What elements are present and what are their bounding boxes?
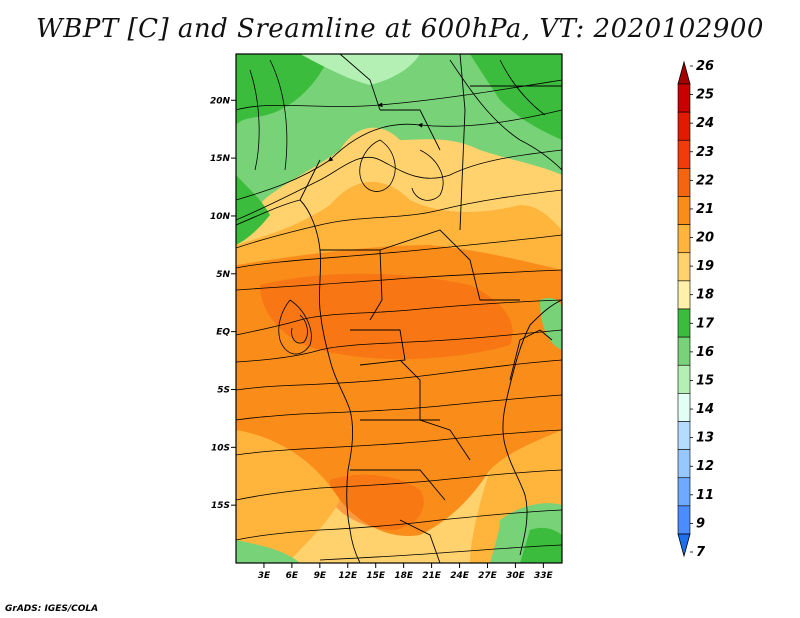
colorbar-label: 9: [696, 516, 705, 531]
lat-tick-label: 10S: [211, 443, 230, 453]
colorbar-segment: [677, 449, 691, 479]
lon-tick-label: 24E: [450, 571, 470, 581]
colorbar: 26 25 24 23 22 21 20 19 18 17 16 15 14 13 12 11 9 7: [677, 59, 715, 560]
wbpt-field: [236, 54, 562, 563]
longitude-axis: 3E 6E 9E 12E 15E 18E 21E 24E 27E 30E 33E: [258, 563, 554, 581]
colorbar-label: 25: [696, 88, 714, 103]
colorbar-segment: [677, 224, 691, 254]
lon-tick-label: 6E: [286, 571, 299, 581]
latitude-axis: 20N 15N 10N 5N EQ 5S 10S 15S: [210, 96, 236, 511]
lon-tick-label: 9E: [314, 571, 327, 581]
lon-tick-label: 3E: [258, 571, 271, 581]
country-borders: [236, 54, 562, 563]
colorbar-label: 23: [696, 145, 714, 160]
lat-tick-label: 15N: [210, 154, 231, 164]
colorbar-label: 24: [696, 116, 714, 131]
lat-tick-label: 20N: [210, 96, 231, 106]
colorbar-label: 21: [696, 202, 714, 217]
colorbar-segment: [677, 336, 691, 366]
colorbar-top-arrow: [677, 60, 691, 85]
colorbar-segment: [677, 364, 691, 394]
lon-tick-label: 21E: [422, 571, 442, 581]
colorbar-segment: [677, 308, 691, 338]
colorbar-segment: [677, 168, 691, 197]
lon-tick-label: 33E: [534, 571, 554, 581]
lon-tick-label: 30E: [506, 571, 526, 581]
lon-tick-label: 27E: [478, 571, 498, 581]
colorbar-label: 22: [696, 173, 714, 188]
lat-tick-label: 10N: [210, 212, 231, 222]
lon-tick-label: 18E: [394, 571, 414, 581]
lon-tick-label: 15E: [366, 571, 386, 581]
colorbar-segment: [677, 280, 691, 310]
colorbar-label: 16: [696, 345, 714, 360]
lat-tick-label: EQ: [216, 328, 230, 338]
colorbar-segment: [677, 196, 691, 225]
colorbar-label: 20: [696, 231, 714, 246]
lat-tick-label: 15S: [211, 501, 230, 511]
grads-credit: GrADS: IGES/COLA: [5, 604, 99, 614]
colorbar-label: 7: [696, 545, 706, 560]
colorbar-segment: [677, 83, 691, 113]
lat-tick-label: 5N: [216, 270, 230, 280]
colorbar-label: 13: [696, 431, 714, 446]
colorbar-bottom-arrow: [677, 533, 691, 558]
colorbar-label: 18: [696, 288, 714, 303]
colorbar-segment: [677, 421, 691, 450]
colorbar-segment: [677, 477, 691, 507]
colorbar-label: 17: [696, 316, 715, 331]
colorbar-label: 12: [696, 459, 714, 474]
colorbar-label: 14: [696, 402, 714, 417]
colorbar-segment: [677, 505, 691, 535]
colorbar-label: 19: [696, 259, 714, 274]
colorbar-segment: [677, 111, 691, 141]
colorbar-label: 26: [696, 59, 714, 74]
streamlines: [236, 59, 562, 561]
plot-frame: [235, 53, 563, 564]
lat-tick-label: 5S: [217, 385, 230, 395]
lon-tick-label: 12E: [338, 571, 358, 581]
colorbar-segment: [677, 252, 691, 282]
colorbar-label: 15: [696, 373, 714, 388]
colorbar-label: 11: [696, 488, 714, 503]
map-title: WBPT [C] and Sreamline at 600hPa, VT: 20…: [36, 14, 764, 44]
colorbar-segment: [677, 393, 691, 422]
colorbar-segment: [677, 139, 691, 169]
